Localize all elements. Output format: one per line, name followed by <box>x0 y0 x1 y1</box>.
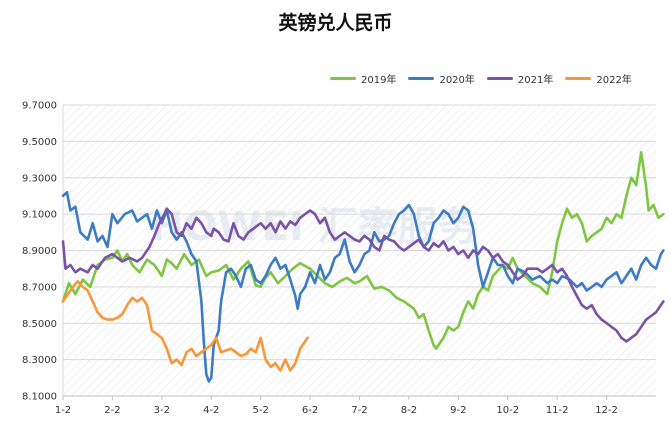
x-tick-label: 6-2 <box>302 405 318 416</box>
series-line-2019年 <box>61 151 665 350</box>
y-tick-label: 9.1000 <box>22 210 57 221</box>
legend-label: 2020年 <box>439 74 475 86</box>
y-tick-label: 9.7000 <box>22 101 57 112</box>
legend-swatch <box>565 76 592 80</box>
legend-swatch <box>330 76 356 80</box>
y-tick-label: 8.5000 <box>22 319 57 330</box>
x-tick-label: 8-2 <box>401 405 417 416</box>
chart-legend: 2019年 2020年 2021年 2022年 <box>330 70 632 86</box>
legend-item[interactable]: 2019年 <box>330 70 396 86</box>
x-tick-label: 11-2 <box>546 405 569 416</box>
x-tick-label: 10-2 <box>496 405 519 416</box>
y-tick-label: 9.3000 <box>22 173 57 184</box>
series-line-2022年 <box>61 280 309 372</box>
y-tick-label: 8.9000 <box>22 246 57 257</box>
chart-title: 英镑兑人民币 <box>278 12 393 34</box>
y-tick-label: 8.7000 <box>22 282 57 293</box>
x-tick-label: 1-2 <box>55 405 71 416</box>
x-tick-label: 4-2 <box>203 405 219 416</box>
y-tick-label: 8.3000 <box>22 355 57 366</box>
legend-label: 2021年 <box>517 74 554 86</box>
legend-label: 2019年 <box>361 74 397 86</box>
legend-item[interactable]: 2020年 <box>408 70 475 86</box>
x-tick-label: 2-2 <box>104 405 120 416</box>
legend-label: 2022年 <box>596 74 632 86</box>
legend-swatch <box>486 76 513 80</box>
series-line-2021年 <box>61 207 665 343</box>
legend-item[interactable]: 2021年 <box>486 70 554 86</box>
x-tick-label: 9-2 <box>450 405 466 416</box>
y-tick-label: 9.5000 <box>22 137 57 148</box>
x-tick-label: 5-2 <box>252 405 268 416</box>
legend-item[interactable]: 2022年 <box>565 70 632 86</box>
x-tick-label: 12-2 <box>595 405 618 416</box>
x-tick-label: 3-2 <box>154 405 170 416</box>
x-tick-label: 7-2 <box>351 405 367 416</box>
series-line-2020年 <box>61 191 665 383</box>
legend-swatch <box>408 76 435 80</box>
y-tick-label: 8.1000 <box>22 392 57 403</box>
